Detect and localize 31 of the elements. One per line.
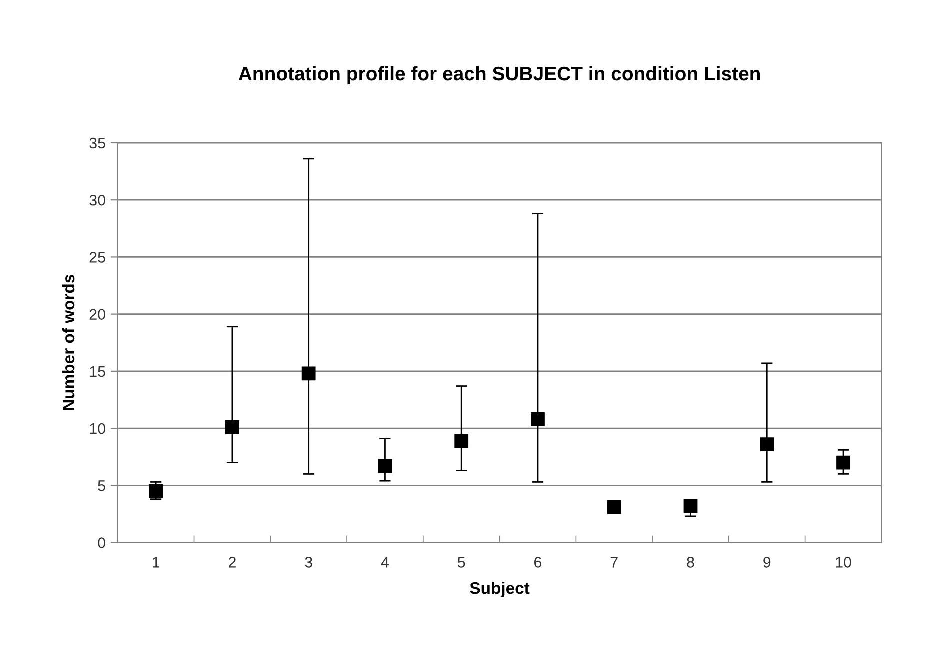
point bbox=[226, 420, 240, 434]
point bbox=[607, 500, 622, 514]
y-tick-label: 15 bbox=[90, 366, 106, 378]
y-tick-label: 20 bbox=[90, 309, 106, 320]
chart-title: Annotation profile for each SUBJECT in condition Listen bbox=[238, 66, 760, 85]
x-axis-title: Subject bbox=[470, 582, 530, 598]
y-tick-label: 0 bbox=[98, 538, 106, 548]
y-axis-title: Number of words bbox=[62, 275, 75, 410]
point bbox=[149, 484, 164, 498]
point bbox=[684, 499, 698, 514]
point bbox=[378, 459, 392, 474]
x-tick-label: 8 bbox=[687, 557, 694, 568]
point bbox=[302, 366, 316, 381]
point bbox=[531, 412, 545, 426]
x-tick-label: 9 bbox=[764, 557, 771, 568]
x-tick-label: 10 bbox=[836, 557, 852, 568]
x-tick-label: 4 bbox=[381, 557, 390, 568]
x-tick-label: 5 bbox=[458, 557, 466, 568]
y-tick-label: 10 bbox=[90, 423, 106, 434]
point bbox=[454, 434, 469, 448]
x-tick-label: 1 bbox=[152, 557, 160, 568]
y-tick-label: 30 bbox=[90, 194, 106, 206]
y-tick-label: 5 bbox=[98, 480, 106, 492]
x-tick-label: 2 bbox=[228, 557, 236, 568]
x-tick-label: 7 bbox=[610, 557, 618, 568]
y-tick-label: 25 bbox=[90, 252, 106, 263]
x-tick-label: 6 bbox=[534, 557, 542, 568]
point bbox=[836, 456, 850, 470]
point bbox=[760, 438, 774, 452]
x-tick-label: 3 bbox=[305, 557, 312, 568]
y-tick-label: 35 bbox=[90, 138, 106, 149]
